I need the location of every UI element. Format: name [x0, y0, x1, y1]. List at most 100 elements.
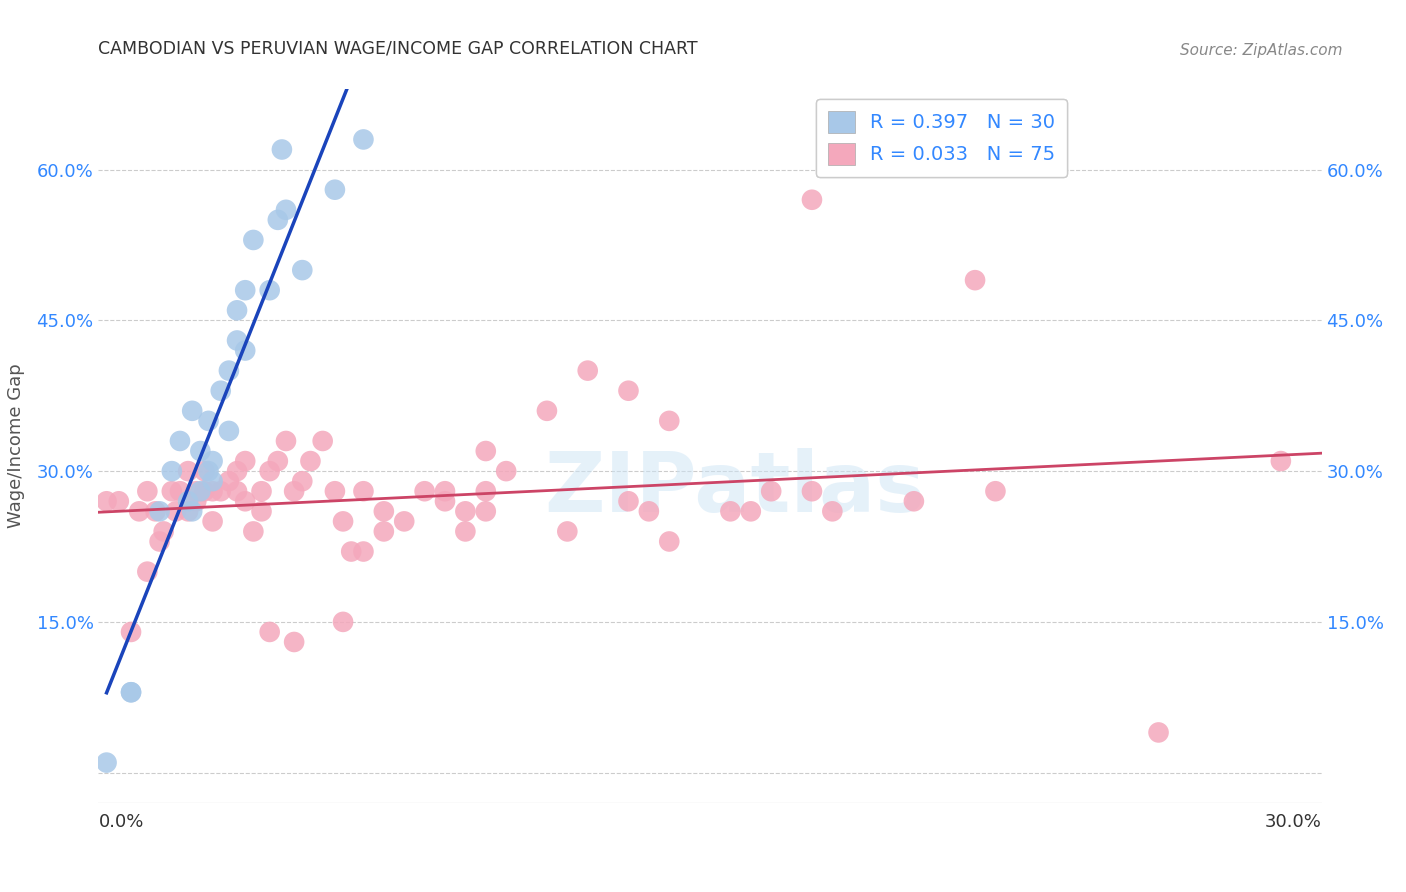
Point [193, 484, 215, 499]
Point [658, 414, 681, 428]
Point [233, 343, 256, 358]
Point [576, 363, 599, 377]
Point [373, 524, 395, 539]
Point [903, 494, 925, 508]
Point [340, 544, 363, 558]
Point [495, 464, 517, 478]
Point [821, 504, 844, 518]
Point [617, 494, 640, 508]
Point [283, 484, 305, 499]
Point [965, 273, 987, 287]
Point [250, 484, 273, 499]
Point [454, 524, 477, 539]
Point [291, 263, 314, 277]
Legend: R = 0.397   N = 30, R = 0.033   N = 75: R = 0.397 N = 30, R = 0.033 N = 75 [815, 99, 1067, 177]
Text: 0.0%: 0.0% [98, 813, 143, 830]
Point [474, 484, 498, 499]
Point [226, 464, 249, 478]
Point [984, 484, 1007, 499]
Point [323, 484, 346, 499]
Point [188, 444, 212, 458]
Point [352, 544, 374, 558]
Point [740, 504, 762, 518]
Point [108, 494, 131, 508]
Point [165, 504, 187, 518]
Point [312, 434, 335, 448]
Point [160, 484, 183, 499]
Point [186, 494, 208, 508]
Point [242, 524, 264, 539]
Point [128, 504, 150, 518]
Point [557, 524, 579, 539]
Point [197, 464, 219, 478]
Point [392, 515, 416, 529]
Point [120, 624, 142, 639]
Point [801, 484, 824, 499]
Point [226, 303, 249, 318]
Point [136, 565, 159, 579]
Point [352, 484, 374, 499]
Point [233, 454, 256, 468]
Point [201, 454, 224, 468]
Y-axis label: Wage/Income Gap: Wage/Income Gap [7, 364, 25, 528]
Point [233, 494, 256, 508]
Point [454, 504, 477, 518]
Point [218, 363, 240, 377]
Point [267, 454, 290, 468]
Point [761, 484, 783, 499]
Point [434, 484, 457, 499]
Text: ZIPatlas: ZIPatlas [544, 449, 925, 529]
Point [259, 464, 281, 478]
Point [169, 484, 191, 499]
Point [96, 494, 118, 508]
Point [242, 233, 264, 247]
Point [145, 504, 167, 518]
Point [188, 484, 212, 499]
Point [177, 494, 200, 508]
Point [270, 143, 294, 157]
Point [160, 464, 183, 478]
Point [474, 504, 498, 518]
Point [274, 434, 297, 448]
Point [169, 434, 191, 448]
Point [638, 504, 661, 518]
Point [193, 464, 215, 478]
Point [259, 624, 281, 639]
Point [136, 484, 159, 499]
Point [152, 524, 174, 539]
Point [413, 484, 436, 499]
Point [474, 444, 498, 458]
Point [1270, 454, 1292, 468]
Point [250, 504, 273, 518]
Point [201, 515, 224, 529]
Point [259, 283, 281, 297]
Text: Source: ZipAtlas.com: Source: ZipAtlas.com [1180, 43, 1343, 58]
Point [299, 454, 322, 468]
Point [209, 384, 232, 398]
Point [181, 504, 204, 518]
Point [267, 212, 290, 227]
Point [720, 504, 742, 518]
Point [274, 202, 297, 217]
Point [186, 484, 208, 499]
Point [120, 685, 142, 699]
Point [352, 132, 374, 146]
Point [96, 756, 118, 770]
Point [283, 635, 305, 649]
Point [197, 414, 219, 428]
Point [201, 484, 224, 499]
Point [177, 504, 200, 518]
Text: CAMBODIAN VS PERUVIAN WAGE/INCOME GAP CORRELATION CHART: CAMBODIAN VS PERUVIAN WAGE/INCOME GAP CO… [98, 40, 697, 58]
Point [536, 404, 558, 418]
Point [434, 494, 457, 508]
Point [617, 384, 640, 398]
Point [291, 474, 314, 488]
Point [149, 504, 172, 518]
Point [226, 334, 249, 348]
Point [323, 183, 346, 197]
Point [181, 404, 204, 418]
Point [218, 474, 240, 488]
Text: 30.0%: 30.0% [1265, 813, 1322, 830]
Point [226, 484, 249, 499]
Point [1147, 725, 1170, 739]
